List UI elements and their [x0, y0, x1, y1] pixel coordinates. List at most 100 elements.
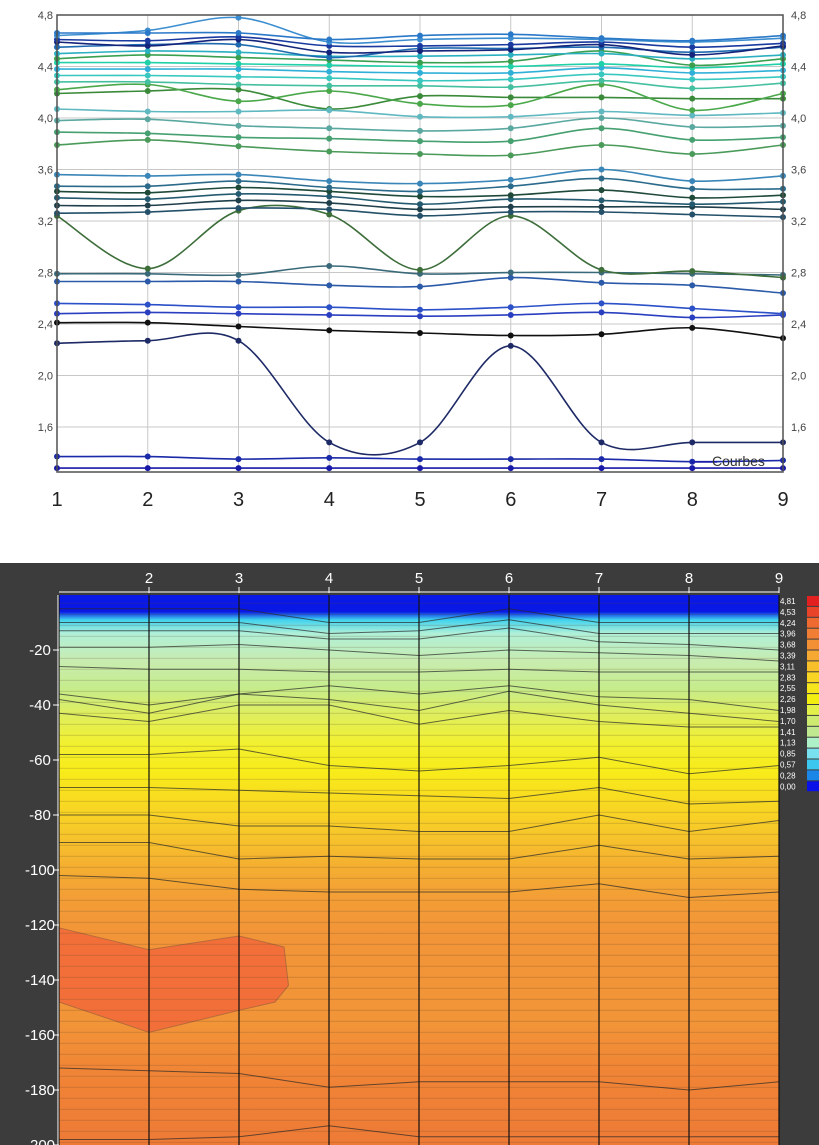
legend-label: 4,53 [780, 608, 796, 617]
data-point [235, 54, 242, 61]
data-point [417, 100, 423, 107]
data-point [598, 175, 605, 182]
data-point [326, 304, 333, 311]
data-point [507, 269, 514, 276]
x-tick-label: 9 [777, 489, 788, 511]
data-point [507, 76, 514, 83]
data-point [507, 51, 514, 58]
data-point [417, 69, 423, 76]
data-point [235, 278, 242, 285]
data-point [507, 94, 514, 101]
data-point [235, 337, 242, 344]
data-point [507, 274, 514, 281]
data-point [417, 59, 423, 66]
data-point [326, 465, 333, 472]
data-point [689, 69, 696, 76]
data-point [507, 456, 514, 463]
data-point [417, 283, 423, 290]
y-tick-label-right: 2,0 [791, 370, 806, 382]
y-tick-label-left: 4,0 [38, 113, 53, 125]
data-point [235, 134, 242, 141]
data-point [417, 212, 423, 219]
data-point [144, 78, 151, 85]
data-point [417, 138, 423, 145]
legend-label: 4,81 [780, 597, 796, 606]
data-point [689, 112, 696, 119]
data-point [144, 116, 151, 123]
y-tick-label-left: 4,8 [38, 10, 53, 22]
data-point [144, 172, 151, 179]
legend-label: 2,55 [780, 684, 796, 693]
x-tick-label: 4 [324, 489, 335, 511]
legend-swatch [807, 617, 819, 628]
x-tick-label: 5 [414, 489, 425, 511]
data-point [689, 314, 696, 321]
data-point [689, 305, 696, 312]
data-point [507, 311, 514, 318]
legend-swatch [807, 606, 819, 617]
data-point [326, 454, 333, 461]
data-point [326, 206, 333, 213]
data-point [689, 185, 696, 192]
x-tick-label: 1 [51, 489, 62, 511]
data-point [326, 148, 333, 155]
data-point [326, 62, 333, 69]
data-point [144, 265, 151, 272]
data-point [417, 193, 423, 200]
contour-region [58, 927, 290, 1033]
data-point [326, 263, 333, 270]
data-point [144, 48, 151, 55]
legend-label: 0,85 [780, 750, 796, 759]
data-point [326, 439, 333, 446]
data-point [507, 138, 514, 145]
data-point [235, 122, 242, 129]
x-tick-label: 7 [596, 489, 607, 511]
legend-label: 2,26 [780, 695, 796, 704]
y-tick-label-right: 2,8 [791, 267, 806, 279]
legend-swatch [807, 759, 819, 770]
data-point [507, 203, 514, 210]
legend-label: 0,00 [780, 782, 796, 791]
legend-swatch [807, 596, 819, 606]
data-point [507, 31, 514, 38]
data-point [417, 93, 423, 100]
data-point [598, 309, 605, 316]
data-point [598, 125, 605, 132]
data-point [235, 73, 242, 80]
data-point [235, 108, 242, 115]
data-point [507, 113, 514, 120]
data-point [144, 270, 151, 277]
data-point [507, 58, 514, 65]
data-point [598, 187, 605, 194]
data-point [689, 465, 696, 472]
x-tick-label: 4 [325, 570, 333, 587]
legend: Courbes [691, 453, 765, 469]
data-point [598, 35, 605, 42]
data-point [235, 98, 242, 105]
data-point [598, 465, 605, 472]
legend-label: 3,11 [780, 662, 796, 671]
legend-label: Courbes [712, 453, 765, 469]
data-point [689, 324, 696, 331]
y-tick-label: -140 [25, 972, 55, 989]
data-point [689, 62, 696, 69]
data-point [144, 301, 151, 308]
data-point [144, 59, 151, 66]
legend-label: 3,68 [780, 641, 796, 650]
legend-label: 0,57 [780, 761, 796, 770]
y-tick-label-right: 1,6 [791, 422, 806, 434]
data-point [235, 60, 242, 67]
data-point [598, 456, 605, 463]
data-point [598, 60, 605, 67]
data-point [417, 456, 423, 463]
data-point [507, 304, 514, 311]
data-point [598, 266, 605, 273]
data-point [417, 180, 423, 187]
data-point [235, 30, 242, 37]
data-point [144, 136, 151, 143]
x-tick-label: 8 [687, 489, 698, 511]
data-point [507, 192, 514, 199]
data-point [326, 75, 333, 82]
data-point [235, 49, 242, 56]
legend-label: 3,96 [780, 630, 796, 639]
